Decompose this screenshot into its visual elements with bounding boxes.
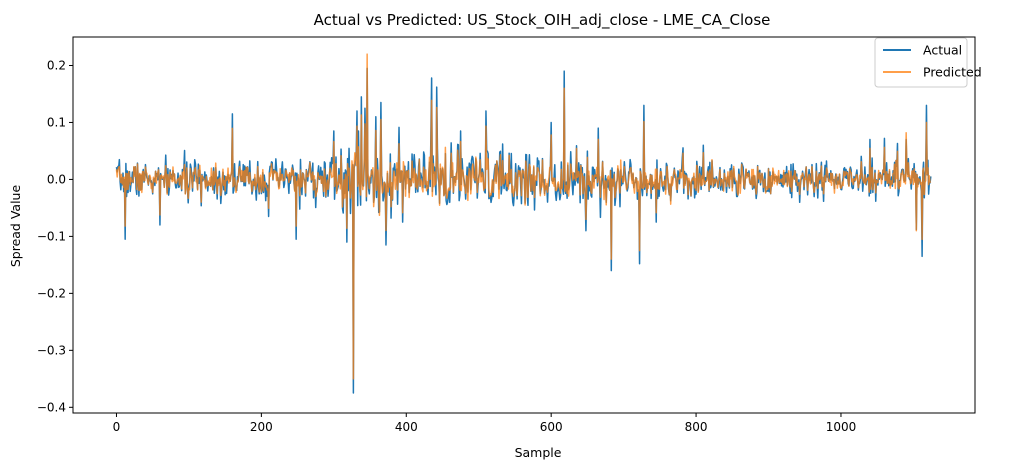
chart-title: Actual vs Predicted: US_Stock_OIH_adj_cl… (314, 11, 771, 30)
x-tick-label: 0 (113, 420, 121, 434)
y-tick-label: −0.4 (37, 400, 66, 414)
series-line-predicted (115, 53, 932, 380)
y-tick-label: 0.1 (47, 115, 66, 129)
y-tick-label: −0.3 (37, 343, 66, 357)
y-tick-label: 0.2 (47, 58, 66, 72)
series-layer (115, 53, 932, 394)
y-tick-label: 0.0 (47, 172, 66, 186)
x-axis-label: Sample (515, 445, 562, 460)
y-axis-label: Spread Value (8, 185, 23, 268)
series-line-actual (115, 67, 932, 394)
x-tick-label: 400 (395, 420, 418, 434)
legend-label-predicted: Predicted (923, 65, 982, 80)
x-tick-label: 800 (685, 420, 708, 434)
x-tick-label: 200 (250, 420, 273, 434)
x-tick-label: 1000 (826, 420, 857, 434)
y-axis: −0.4 −0.3 −0.2 −0.1 0.0 0.1 0.2 (37, 58, 73, 414)
plot-area (72, 36, 976, 414)
plot-frame (72, 36, 976, 414)
legend-label-actual: Actual (923, 43, 962, 58)
legend: Actual Predicted (874, 37, 982, 88)
y-tick-label: −0.2 (37, 286, 66, 300)
y-tick-label: −0.1 (37, 229, 66, 243)
x-tick-label: 600 (540, 420, 563, 434)
x-axis: 0 200 400 600 800 1000 (113, 413, 857, 434)
